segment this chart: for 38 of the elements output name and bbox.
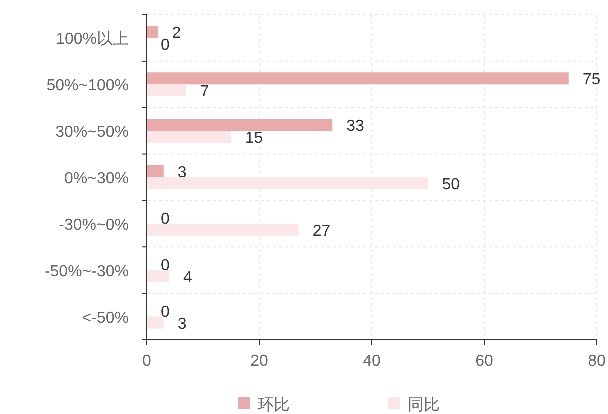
bar: [147, 270, 170, 282]
bar: [147, 131, 232, 144]
data-label: 0: [161, 37, 170, 54]
data-label: 27: [312, 222, 331, 240]
bar: [147, 316, 164, 329]
data-label: 15: [245, 130, 264, 148]
bar: [147, 72, 569, 85]
y-tick-label: <-50%: [82, 310, 129, 327]
y-tick-label: 50%~100%: [46, 78, 129, 95]
y-tick-label: -50%~-30%: [44, 263, 129, 280]
bar: [147, 26, 158, 38]
legend-label: 环比: [258, 396, 290, 414]
data-label: 4: [184, 269, 192, 286]
y-tick-label: 0%~30%: [64, 170, 129, 188]
bar: [147, 84, 186, 97]
x-tick-label: 80: [588, 353, 606, 370]
bar: [147, 224, 299, 236]
data-label: 0: [161, 304, 170, 321]
y-tick-label: 100%以上: [56, 30, 129, 48]
x-tick-label: 20: [250, 353, 268, 370]
data-label: 75: [582, 72, 601, 89]
y-tick-label: 30%~50%: [56, 124, 129, 142]
x-tick-label: 60: [476, 353, 494, 370]
data-label: 3: [178, 316, 187, 333]
data-label: 7: [200, 84, 210, 101]
y-tick-label: -30%~0%: [59, 216, 129, 234]
x-tick-label: 0: [142, 353, 152, 370]
data-label: 2: [172, 25, 182, 42]
data-label: 0: [161, 210, 170, 228]
bar: [147, 166, 164, 178]
data-label: 0: [161, 257, 170, 274]
bar: [147, 119, 333, 132]
data-label: 33: [346, 118, 365, 136]
data-label: 3: [178, 164, 187, 182]
data-label: 50: [442, 176, 460, 194]
x-tick-label: 40: [363, 353, 381, 370]
bar: [147, 178, 428, 190]
legend-label: 同比: [408, 396, 440, 414]
